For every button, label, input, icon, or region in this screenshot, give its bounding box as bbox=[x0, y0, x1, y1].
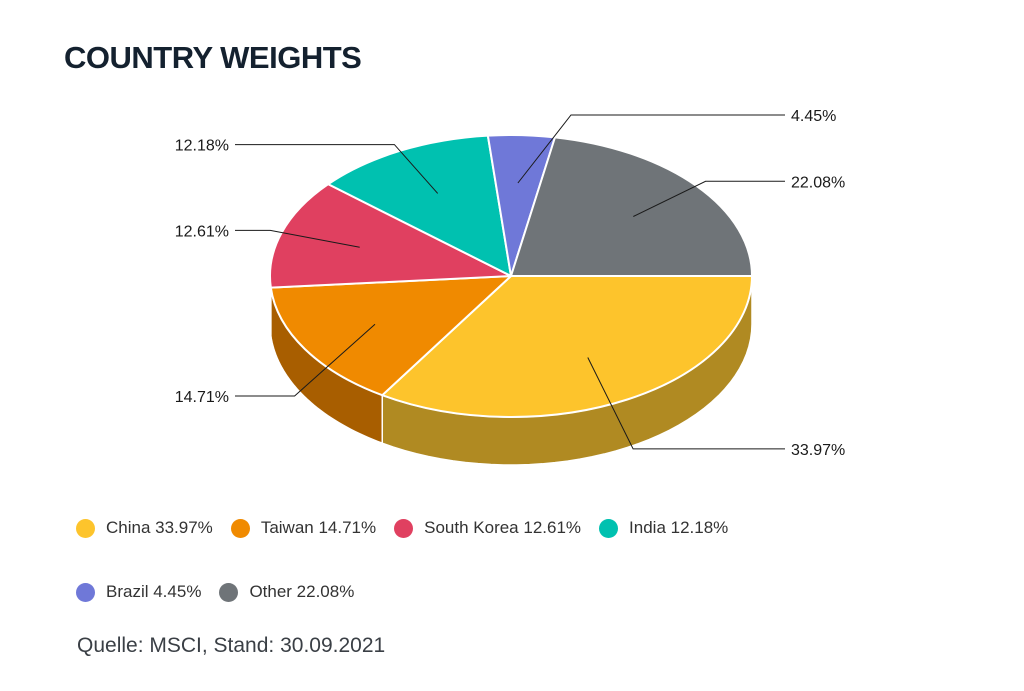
chart-title: COUNTRY WEIGHTS bbox=[64, 40, 362, 75]
pie-slice-taiwan[interactable] bbox=[269, 275, 512, 397]
legend-item-other[interactable]: Other 22.08% bbox=[219, 580, 354, 604]
leader-line-other bbox=[633, 180, 785, 217]
source-note: Quelle: MSCI, Stand: 30.09.2021 bbox=[77, 634, 386, 657]
legend-swatch-taiwan bbox=[230, 518, 250, 538]
pie-chart: 33.97% 14.71% 12.61% 12.18% 4.45% 22.08% bbox=[175, 108, 845, 466]
data-label-india: 12.18% bbox=[175, 138, 229, 155]
pie-slice-china[interactable] bbox=[381, 275, 753, 418]
legend-item-china[interactable]: China 33.97% bbox=[76, 516, 213, 540]
legend-item-brazil[interactable]: Brazil 4.45% bbox=[76, 580, 201, 604]
leader-line-taiwan bbox=[235, 323, 376, 397]
leader-line-south-korea bbox=[235, 229, 360, 248]
legend-item-south-korea[interactable]: South Korea 12.61% bbox=[394, 516, 581, 540]
legend-swatch-china bbox=[76, 518, 95, 538]
legend-swatch-india bbox=[599, 518, 619, 538]
legend-label-brazil: Brazil 4.45% bbox=[106, 582, 202, 601]
data-label-other: 22.08% bbox=[791, 174, 845, 191]
legend-item-taiwan[interactable]: Taiwan 14.71% bbox=[230, 516, 377, 540]
legend-swatch-brazil bbox=[76, 582, 95, 602]
legend-swatch-other bbox=[219, 582, 239, 602]
legend-item-india[interactable]: India 12.18% bbox=[599, 516, 728, 540]
leader-line-china bbox=[587, 357, 785, 450]
leader-line-brazil bbox=[517, 114, 785, 184]
legend-label-taiwan: Taiwan 14.71% bbox=[260, 518, 377, 537]
legend-label-china: China 33.97% bbox=[106, 518, 213, 537]
chart-legend: China 33.97% Taiwan 14.71% South Korea 12.… bbox=[76, 516, 976, 604]
leader-line-india bbox=[235, 144, 439, 194]
legend-label-other: Other 22.08% bbox=[249, 582, 355, 601]
data-label-brazil: 4.45% bbox=[791, 108, 836, 125]
data-label-china: 33.97% bbox=[791, 442, 845, 459]
legend-label-india: India 12.18% bbox=[629, 518, 729, 537]
legend-label-south-korea: South Korea 12.61% bbox=[424, 518, 582, 537]
data-label-taiwan: 14.71% bbox=[175, 389, 229, 406]
data-label-south-korea: 12.61% bbox=[175, 223, 229, 240]
legend-swatch-south-korea bbox=[394, 518, 414, 538]
